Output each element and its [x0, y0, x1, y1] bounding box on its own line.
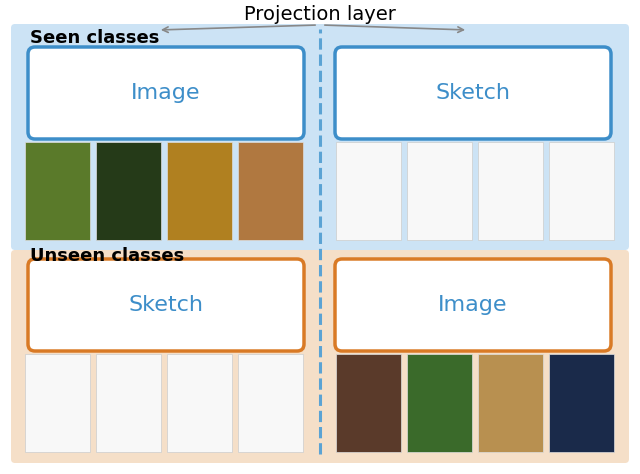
Bar — [25, 354, 90, 452]
Bar — [238, 142, 303, 240]
FancyBboxPatch shape — [335, 259, 611, 351]
Bar — [167, 142, 232, 240]
Bar — [549, 354, 614, 452]
Bar — [238, 354, 303, 452]
FancyBboxPatch shape — [28, 47, 304, 139]
FancyBboxPatch shape — [28, 259, 304, 351]
FancyBboxPatch shape — [11, 250, 629, 463]
Text: Projection layer: Projection layer — [244, 4, 396, 24]
Bar — [96, 142, 161, 240]
Bar — [96, 354, 161, 452]
Text: Unseen classes: Unseen classes — [30, 247, 184, 265]
Text: Seen classes: Seen classes — [30, 29, 159, 47]
Bar — [336, 142, 401, 240]
Bar — [336, 354, 401, 452]
Text: Image: Image — [131, 83, 201, 103]
Text: Image: Image — [438, 295, 508, 315]
Text: Sketch: Sketch — [129, 295, 204, 315]
Bar — [167, 354, 232, 452]
Bar — [407, 354, 472, 452]
Text: Sketch: Sketch — [435, 83, 511, 103]
FancyBboxPatch shape — [335, 47, 611, 139]
FancyBboxPatch shape — [11, 24, 629, 250]
Bar — [407, 142, 472, 240]
Bar — [478, 142, 543, 240]
Bar — [25, 142, 90, 240]
Bar — [478, 354, 543, 452]
Bar — [549, 142, 614, 240]
